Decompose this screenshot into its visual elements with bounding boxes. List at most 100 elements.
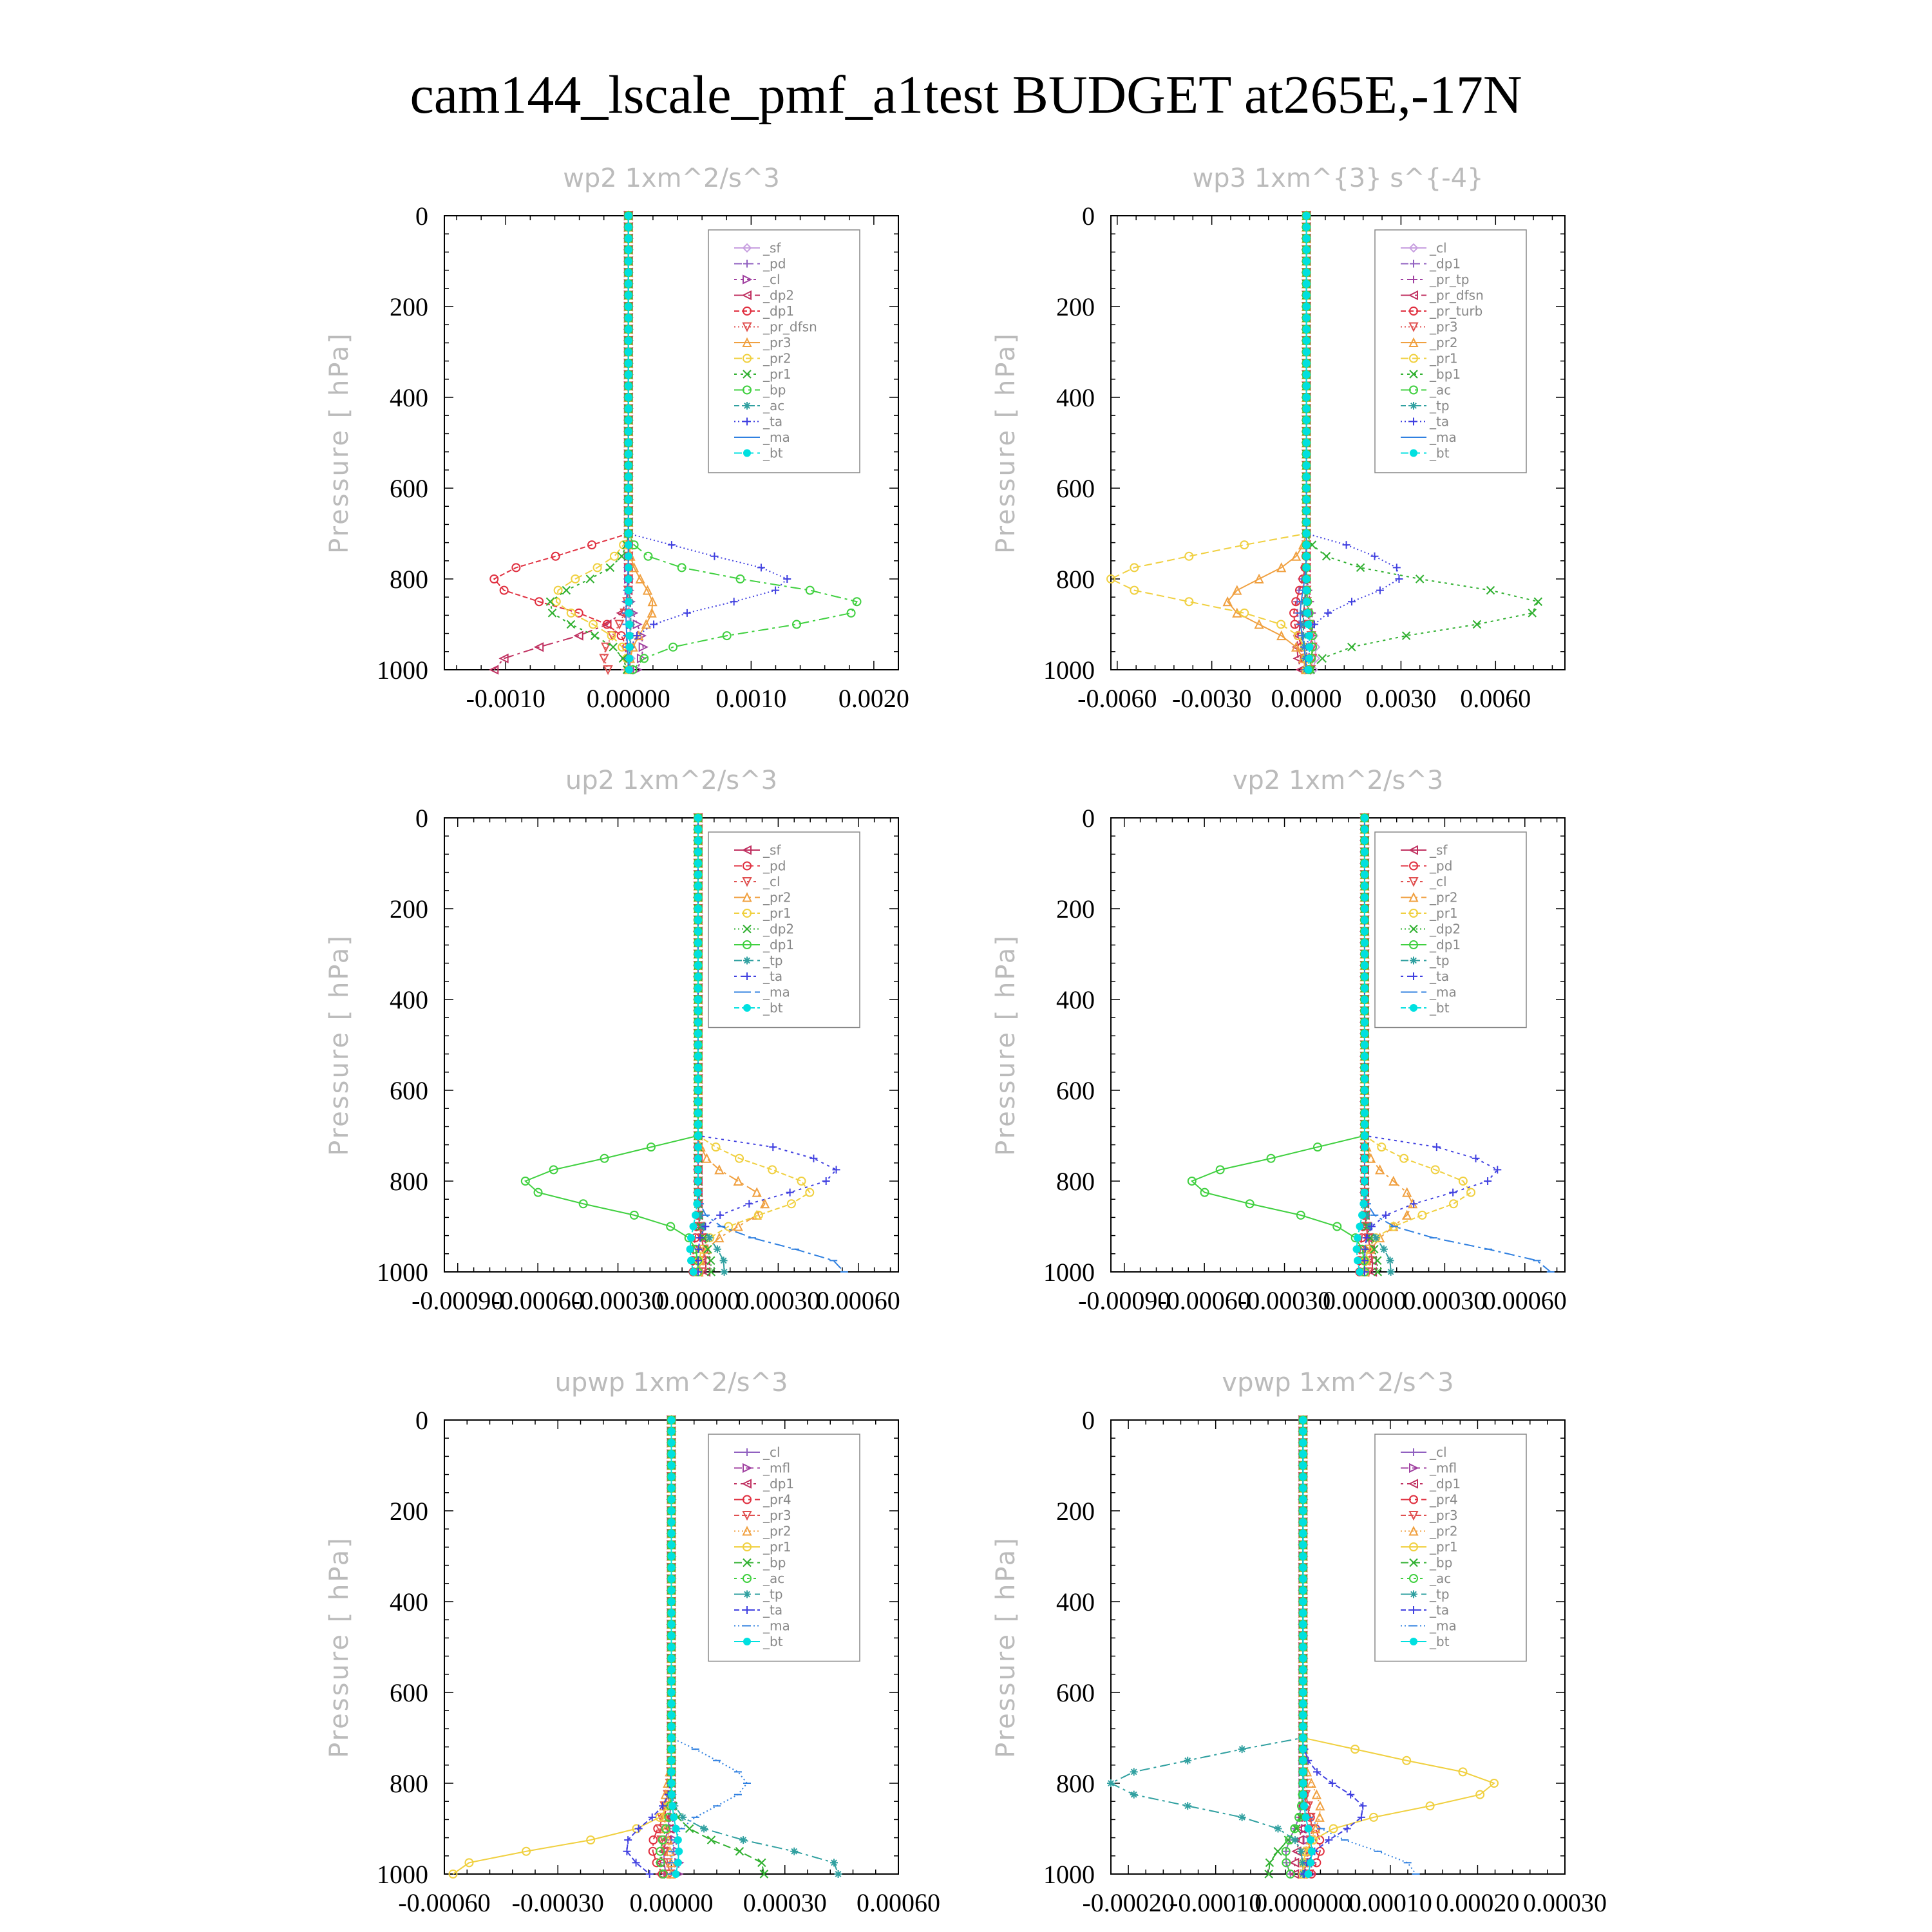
legend-item-pr2: _pr2 [734,1524,791,1539]
legend-item-dp1: _dp1 [1401,1476,1461,1492]
y-tick-label: 0 [1082,804,1095,833]
x-tick-label: -0.00060 [491,1286,583,1315]
series-markers-bt [1352,814,1368,1276]
x-tick-label: 0.00030 [1403,1286,1486,1315]
legend-item-pr3: _pr3 [1401,1508,1458,1523]
legend-label: _dp1 [1429,256,1461,272]
panel-5: upwp 1xm^2/s^3 0 200 400 600 800 1000 Pressure … [325,1368,940,1917]
legend-label: _dp2 [1429,922,1461,937]
x-tick-label: 0.00060 [817,1286,900,1315]
legend-label: _bt [1429,446,1450,461]
legend-item-pr2: _pr2 [1401,1524,1458,1539]
x-tick-label: 0.00000 [630,1888,714,1917]
legend-label: _tp [1429,398,1450,413]
x-tick-label: -0.00060 [1158,1286,1250,1315]
series-markers-bt [1302,212,1314,674]
legend-label: _sf [762,240,781,256]
legend-item-pr_dfsn: _pr_dfsn [734,319,817,335]
legend-label: _bp1 [1429,366,1461,382]
legend-label: _dp1 [1429,1476,1461,1492]
panel-title: up2 1xm^2/s^3 [565,766,777,795]
legend-item-cl: _cl [1401,240,1447,256]
legend-item-sf: _sf [734,240,781,256]
y-tick-label: 0 [1082,1406,1095,1435]
x-tick-label: -0.00090 [412,1286,504,1315]
y-axis: 0 200 400 600 800 1000 [1043,1406,1565,1889]
legend-item-pr1: _pr1 [1401,1539,1458,1555]
y-tick-label: 0 [1082,202,1095,231]
y-axis-label: Pressure [ hPa] [325,332,354,554]
legend-label: _dp1 [1429,937,1461,952]
legend-item-pr_dfsn: _pr_dfsn [1401,288,1484,303]
panels: wp2 1xm^2/s^3 0 200 400 600 800 1000 Pressure [… [325,164,1607,1917]
x-tick-label: 0.00020 [1435,1888,1519,1917]
series-group [1187,812,1555,1278]
panel-4: vp2 1xm^2/s^3 0 200 400 600 800 1000 Pressure [… [991,766,1567,1315]
series-markers-dp1 [489,211,633,674]
legend-item-dp1: _dp1 [734,937,794,952]
legend-item-tp: _tp [1401,953,1450,969]
legend-item-pd: _pd [734,858,786,874]
legend-item-dp1: _dp1 [1401,937,1461,952]
x-tick-label: 0.0060 [1460,684,1531,713]
y-tick-label: 800 [390,1167,428,1196]
x-tick-label: -0.00090 [1078,1286,1170,1315]
y-tick-label: 200 [390,292,428,321]
legend-item-tp: _tp [1401,398,1450,413]
legend-box [1374,1434,1527,1662]
series-markers-bt [667,1416,683,1878]
series-line-ma [670,1420,748,1875]
legend-label: _bp [762,1555,786,1571]
x-axis: -0.00060 -0.00030 0.00000 0.00030 0.00060 [398,1420,940,1917]
x-tick-label: 0.00000 [1323,1286,1406,1315]
legend-item-pr4: _pr4 [734,1492,791,1508]
figure-title: cam144_lscale_pmf_a1test BUDGET at265E,-… [410,65,1522,125]
x-tick-label: 0.00000 [587,684,670,713]
y-tick-label: 800 [390,565,428,594]
x-tick-label: -0.00030 [572,1286,664,1315]
legend-item-bp1: _bp1 [1401,366,1461,382]
legend: _cl_mfl_dp1_pr4_pr3_pr2_pr1_bp_ac_tp_ta_… [1374,1434,1527,1662]
legend-label: _cl [1429,240,1447,256]
y-tick-label: 200 [1056,292,1095,321]
legend-item-bp: _bp [734,383,786,398]
legend-item-ma: _ma [734,985,790,1000]
legend-label: _bp [1429,1555,1452,1571]
legend-label: _ta [762,1602,782,1618]
legend-item-pr1: _pr1 [1401,351,1458,366]
legend-item-pr2: _pr2 [1401,890,1458,905]
series-line-dp2 [493,216,629,670]
legend-label: _ma [1429,430,1457,445]
y-axis-label: Pressure [ hPa] [325,1536,354,1758]
y-tick-label: 1000 [1043,656,1095,685]
legend-label: _cl [762,1444,781,1460]
x-tick-label: 0.0020 [838,684,909,713]
y-axis-label: Pressure [ hPa] [991,332,1021,554]
legend-item-bp: _bp [734,1555,786,1571]
legend-item-pr4: _pr4 [1401,1492,1458,1508]
legend-item-pr3: _pr3 [1401,319,1458,335]
legend-label: _ac [1429,383,1451,398]
x-tick-label: 0.00030 [743,1888,827,1917]
legend-item-pr1: _pr1 [734,905,791,921]
legend-label: _pr3 [1429,319,1458,335]
panel-title: wp3 1xm^{3} s^{-4} [1192,164,1483,193]
legend-label: _pr_turb [1429,303,1482,319]
panel-2: wp3 1xm^{3} s^{-4} 0 200 400 600 800 1000 Press… [991,164,1566,713]
y-tick-label: 400 [1056,1587,1095,1616]
legend-label: _pr4 [762,1492,791,1508]
legend-item-dp2: _dp2 [1401,922,1461,937]
legend-item-ac: _ac [1401,383,1451,398]
legend-label: _pr1 [1429,905,1458,921]
legend-item-ta: _ta [734,1602,782,1618]
legend-label: _bt [762,1000,783,1016]
y-tick-label: 600 [1056,1076,1095,1105]
legend-label: _ta [1429,1602,1449,1618]
legend-label: _pd [762,256,786,272]
y-tick-label: 1000 [377,1860,428,1889]
legend-item-dp2: _dp2 [734,922,794,937]
series-markers-dp2 [489,211,633,675]
series-markers-bt [686,814,702,1276]
legend-item-sf: _sf [1401,842,1448,858]
